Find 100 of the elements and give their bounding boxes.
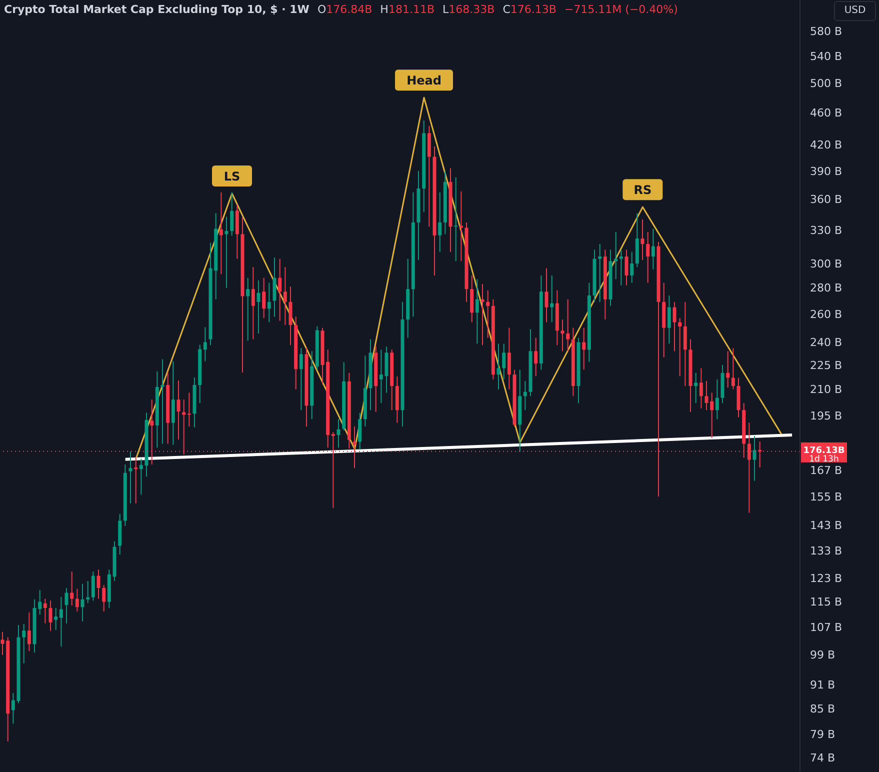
candlestick [358, 412, 362, 450]
candlestick [299, 348, 303, 411]
y-tick-label: 85 B [810, 702, 836, 716]
candlestick [288, 286, 292, 346]
candlestick [54, 608, 58, 630]
candlestick [80, 583, 84, 622]
candlestick [203, 326, 207, 362]
candlestick [160, 358, 164, 444]
candlestick [630, 251, 634, 284]
candlestick [560, 318, 564, 352]
candlestick [438, 192, 442, 252]
candlestick [683, 301, 687, 386]
annotation: H181.11B [380, 3, 434, 16]
candlestick [598, 244, 602, 302]
y-tick-label: 195 B [810, 409, 842, 422]
data-label: LS [224, 170, 240, 184]
y-tick-label: 260 B [810, 308, 842, 321]
candlestick [219, 192, 223, 275]
candlestick [667, 294, 671, 344]
candlestick [176, 380, 180, 440]
candlestick [752, 435, 756, 482]
y-tick-label: 167 B [810, 464, 842, 478]
candlestick [11, 692, 15, 724]
y-tick-label: 99 B [810, 648, 836, 662]
y-tick-label: 74 B [810, 751, 836, 764]
y-tick-label: 540 B [810, 50, 842, 63]
candlestick [246, 277, 250, 342]
candlestick [624, 249, 628, 286]
y-tick-label: 500 B [810, 77, 842, 90]
candlestick [651, 228, 655, 270]
y-tick-label: 210 B [810, 383, 842, 396]
data-label: Head [406, 74, 442, 88]
candlestick [48, 600, 52, 632]
candlestick [75, 588, 79, 612]
candlestick [187, 392, 191, 428]
candlestick [699, 368, 703, 409]
candlestick [267, 282, 271, 323]
candlestick [70, 571, 74, 606]
text: USD [834, 1, 876, 21]
candlestick [523, 380, 527, 411]
candlestick [646, 231, 650, 284]
candlestick [534, 337, 538, 377]
candlestick [619, 249, 623, 286]
candlestick [278, 258, 282, 322]
y-tick-label: 280 B [810, 282, 842, 295]
candlestick [235, 204, 239, 260]
candlestick [672, 301, 676, 352]
candlestick [230, 192, 234, 236]
candlestick [480, 284, 484, 346]
candlestick [726, 350, 730, 388]
candlestick [694, 372, 698, 404]
y-tick-label: 420 B [810, 138, 842, 152]
candlestick [544, 268, 548, 323]
candlestick [454, 176, 458, 262]
candlestick [102, 584, 106, 612]
candlestick [678, 318, 682, 377]
candlestick [336, 418, 340, 448]
candlestick [27, 612, 31, 652]
annotation: C176.13B [502, 3, 556, 16]
y-tick-label: 580 B [810, 24, 842, 38]
candlestick [507, 327, 511, 390]
y-tick-label: 133 B [810, 544, 842, 558]
annotation: −715.11M (−0.40%) [564, 3, 678, 16]
candlestick [283, 266, 287, 326]
y-tick-label: 155 B [810, 490, 842, 504]
candlestick [86, 580, 90, 604]
candlestick [731, 348, 735, 390]
candlestick [171, 360, 175, 446]
annotation: O176.84B [317, 3, 372, 16]
y-tick-label: 115 B [810, 596, 842, 609]
candlestick [486, 290, 490, 338]
candlestick [64, 587, 68, 624]
candlestick [59, 596, 63, 648]
text: 1d 13h [809, 454, 839, 464]
y-tick-label: 123 B [810, 572, 842, 586]
candlestick [459, 190, 463, 262]
candlestick [139, 458, 143, 496]
y-tick-label: 300 B [810, 257, 842, 270]
candlestick [256, 280, 260, 334]
candlestick [379, 349, 383, 404]
candlestick [91, 571, 95, 602]
y-tick-label: 143 B [810, 518, 842, 532]
y-tick-label: 390 B [810, 164, 842, 178]
y-tick-label: 240 B [810, 336, 842, 350]
candlestick [272, 257, 276, 318]
candlestick [496, 343, 500, 390]
annotation: L168.33B [442, 3, 495, 16]
y-tick-label: 330 B [810, 224, 842, 237]
candlestick [96, 569, 100, 600]
y-tick-label: 360 B [810, 193, 842, 206]
candlestick [475, 278, 479, 344]
candlestick [715, 378, 719, 420]
candlestick [502, 343, 506, 380]
candlestick [550, 274, 554, 323]
candlestick [640, 218, 644, 260]
data-label: RS [634, 183, 652, 198]
y-tick-label: 107 B [810, 621, 842, 634]
candlestick [427, 125, 431, 228]
chart-title: Crypto Total Market Cap Excluding Top 10, $ · 1W [4, 3, 310, 16]
candlestick [224, 216, 228, 288]
